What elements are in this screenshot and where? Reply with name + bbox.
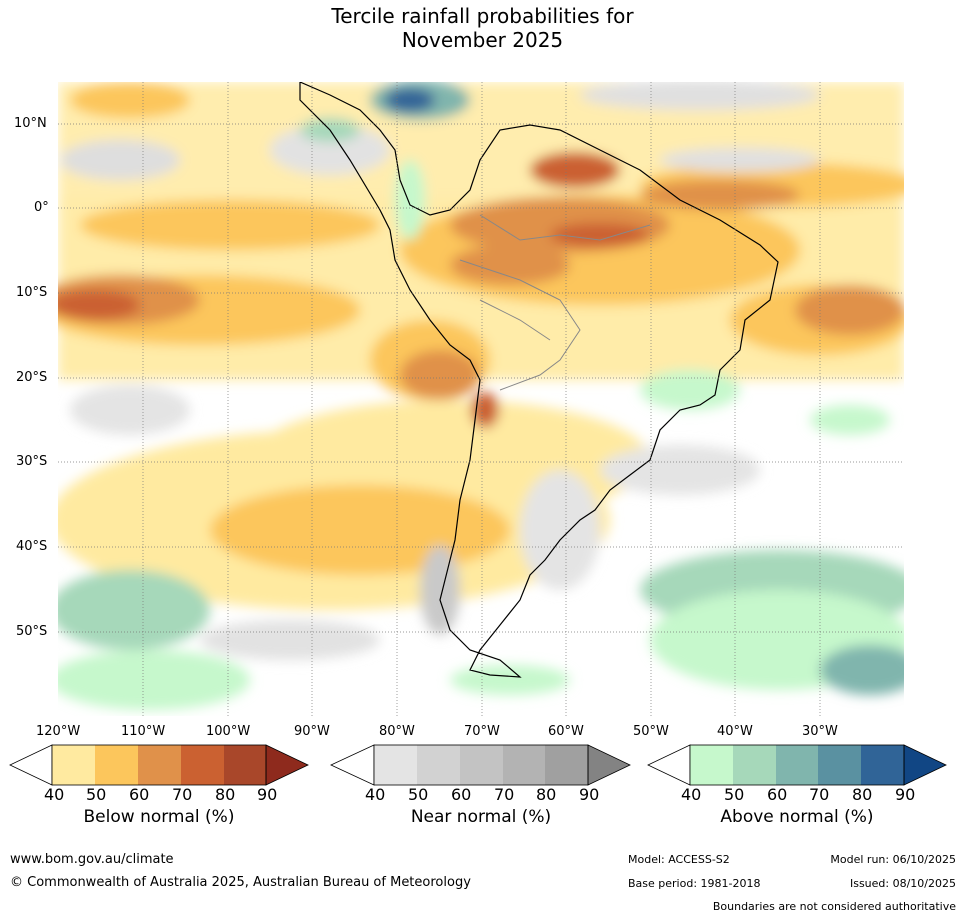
footer-issued: Issued: 08/10/2025 [849, 877, 956, 890]
lon-label-120w: 120°W [36, 724, 81, 739]
footer-model: Model: ACCESS-S2 [628, 853, 730, 866]
lat-label-10n: 10°N [14, 116, 47, 131]
cb-near-2 [460, 745, 503, 785]
cb-near-4 [545, 745, 588, 785]
lon-label-30w: 30°W [802, 724, 838, 739]
cb-above-tick: 60 [767, 785, 788, 804]
lon-label-70w: 70°W [464, 724, 500, 739]
cb-near-tick: 70 [494, 785, 515, 804]
cb-near-3 [503, 745, 545, 785]
cb-near-1 [417, 745, 460, 785]
map-title: Tercile rainfall probabilities for Novem… [0, 4, 965, 52]
cb-below-title: Below normal (%) [83, 807, 235, 827]
cb-above-2 [776, 745, 818, 785]
cb-near-tick: 80 [536, 785, 557, 804]
footer-url[interactable]: www.bom.gov.au/climate [10, 852, 174, 867]
lon-label-110w: 110°W [121, 724, 166, 739]
cb-below-2 [138, 745, 181, 785]
cb-below-3 [181, 745, 224, 785]
lat-label-20s: 20°S [16, 370, 48, 385]
lon-label-80w: 80°W [379, 724, 415, 739]
cb-below-0 [52, 745, 95, 785]
footer-copyright: © Commonwealth of Australia 2025, Austra… [10, 875, 471, 890]
cb-above-3 [818, 745, 861, 785]
footer-model-run: Model run: 06/10/2025 [830, 853, 956, 866]
cb-above-1 [733, 745, 776, 785]
colorbar-below [9, 744, 309, 786]
lat-label-40s: 40°S [16, 539, 48, 554]
cb-above-tick: 70 [809, 785, 830, 804]
cb-above-title: Above normal (%) [720, 807, 874, 827]
lon-label-50w: 50°W [633, 724, 669, 739]
cb-below-1 [95, 745, 138, 785]
cb-above-tick: 90 [895, 785, 916, 804]
footer-disclaimer: Boundaries are not considered authoritat… [712, 900, 956, 913]
cb-near-tick: 50 [408, 785, 429, 804]
cb-below-4 [224, 745, 266, 785]
cb-below-tick: 70 [172, 785, 193, 804]
cb-below-tick: 80 [215, 785, 236, 804]
cb-near-tick: 60 [451, 785, 472, 804]
cb-near-tick: 40 [365, 785, 386, 804]
footer-base-period: Base period: 1981-2018 [628, 877, 761, 890]
cb-below-tick: 90 [257, 785, 278, 804]
lat-label-0: 0° [34, 200, 49, 215]
lon-label-60w: 60°W [548, 724, 584, 739]
title-line-2: November 2025 [401, 28, 564, 52]
lat-label-50s: 50°S [16, 624, 48, 639]
lat-label-30s: 30°S [16, 454, 48, 469]
cb-near-title: Near normal (%) [410, 807, 552, 827]
cb-above-4 [861, 745, 904, 785]
graticule [58, 123, 904, 633]
cb-above-tick: 40 [681, 785, 702, 804]
probability-field [58, 82, 904, 716]
cb-near-0 [374, 745, 417, 785]
cb-below-tick: 60 [129, 785, 150, 804]
cb-below-tick: 40 [44, 785, 65, 804]
title-line-1: Tercile rainfall probabilities for [331, 4, 634, 28]
lon-label-100w: 100°W [206, 724, 251, 739]
cb-near-tick: 90 [579, 785, 600, 804]
cb-above-tick: 50 [724, 785, 745, 804]
cb-above-tick: 80 [852, 785, 873, 804]
cb-below-tick: 50 [86, 785, 107, 804]
lon-label-90w: 90°W [294, 724, 330, 739]
colorbar-above [647, 744, 947, 786]
colorbar-near [330, 744, 631, 786]
lon-label-40w: 40°W [717, 724, 753, 739]
lat-label-10s: 10°S [16, 285, 48, 300]
cb-above-0 [690, 745, 733, 785]
